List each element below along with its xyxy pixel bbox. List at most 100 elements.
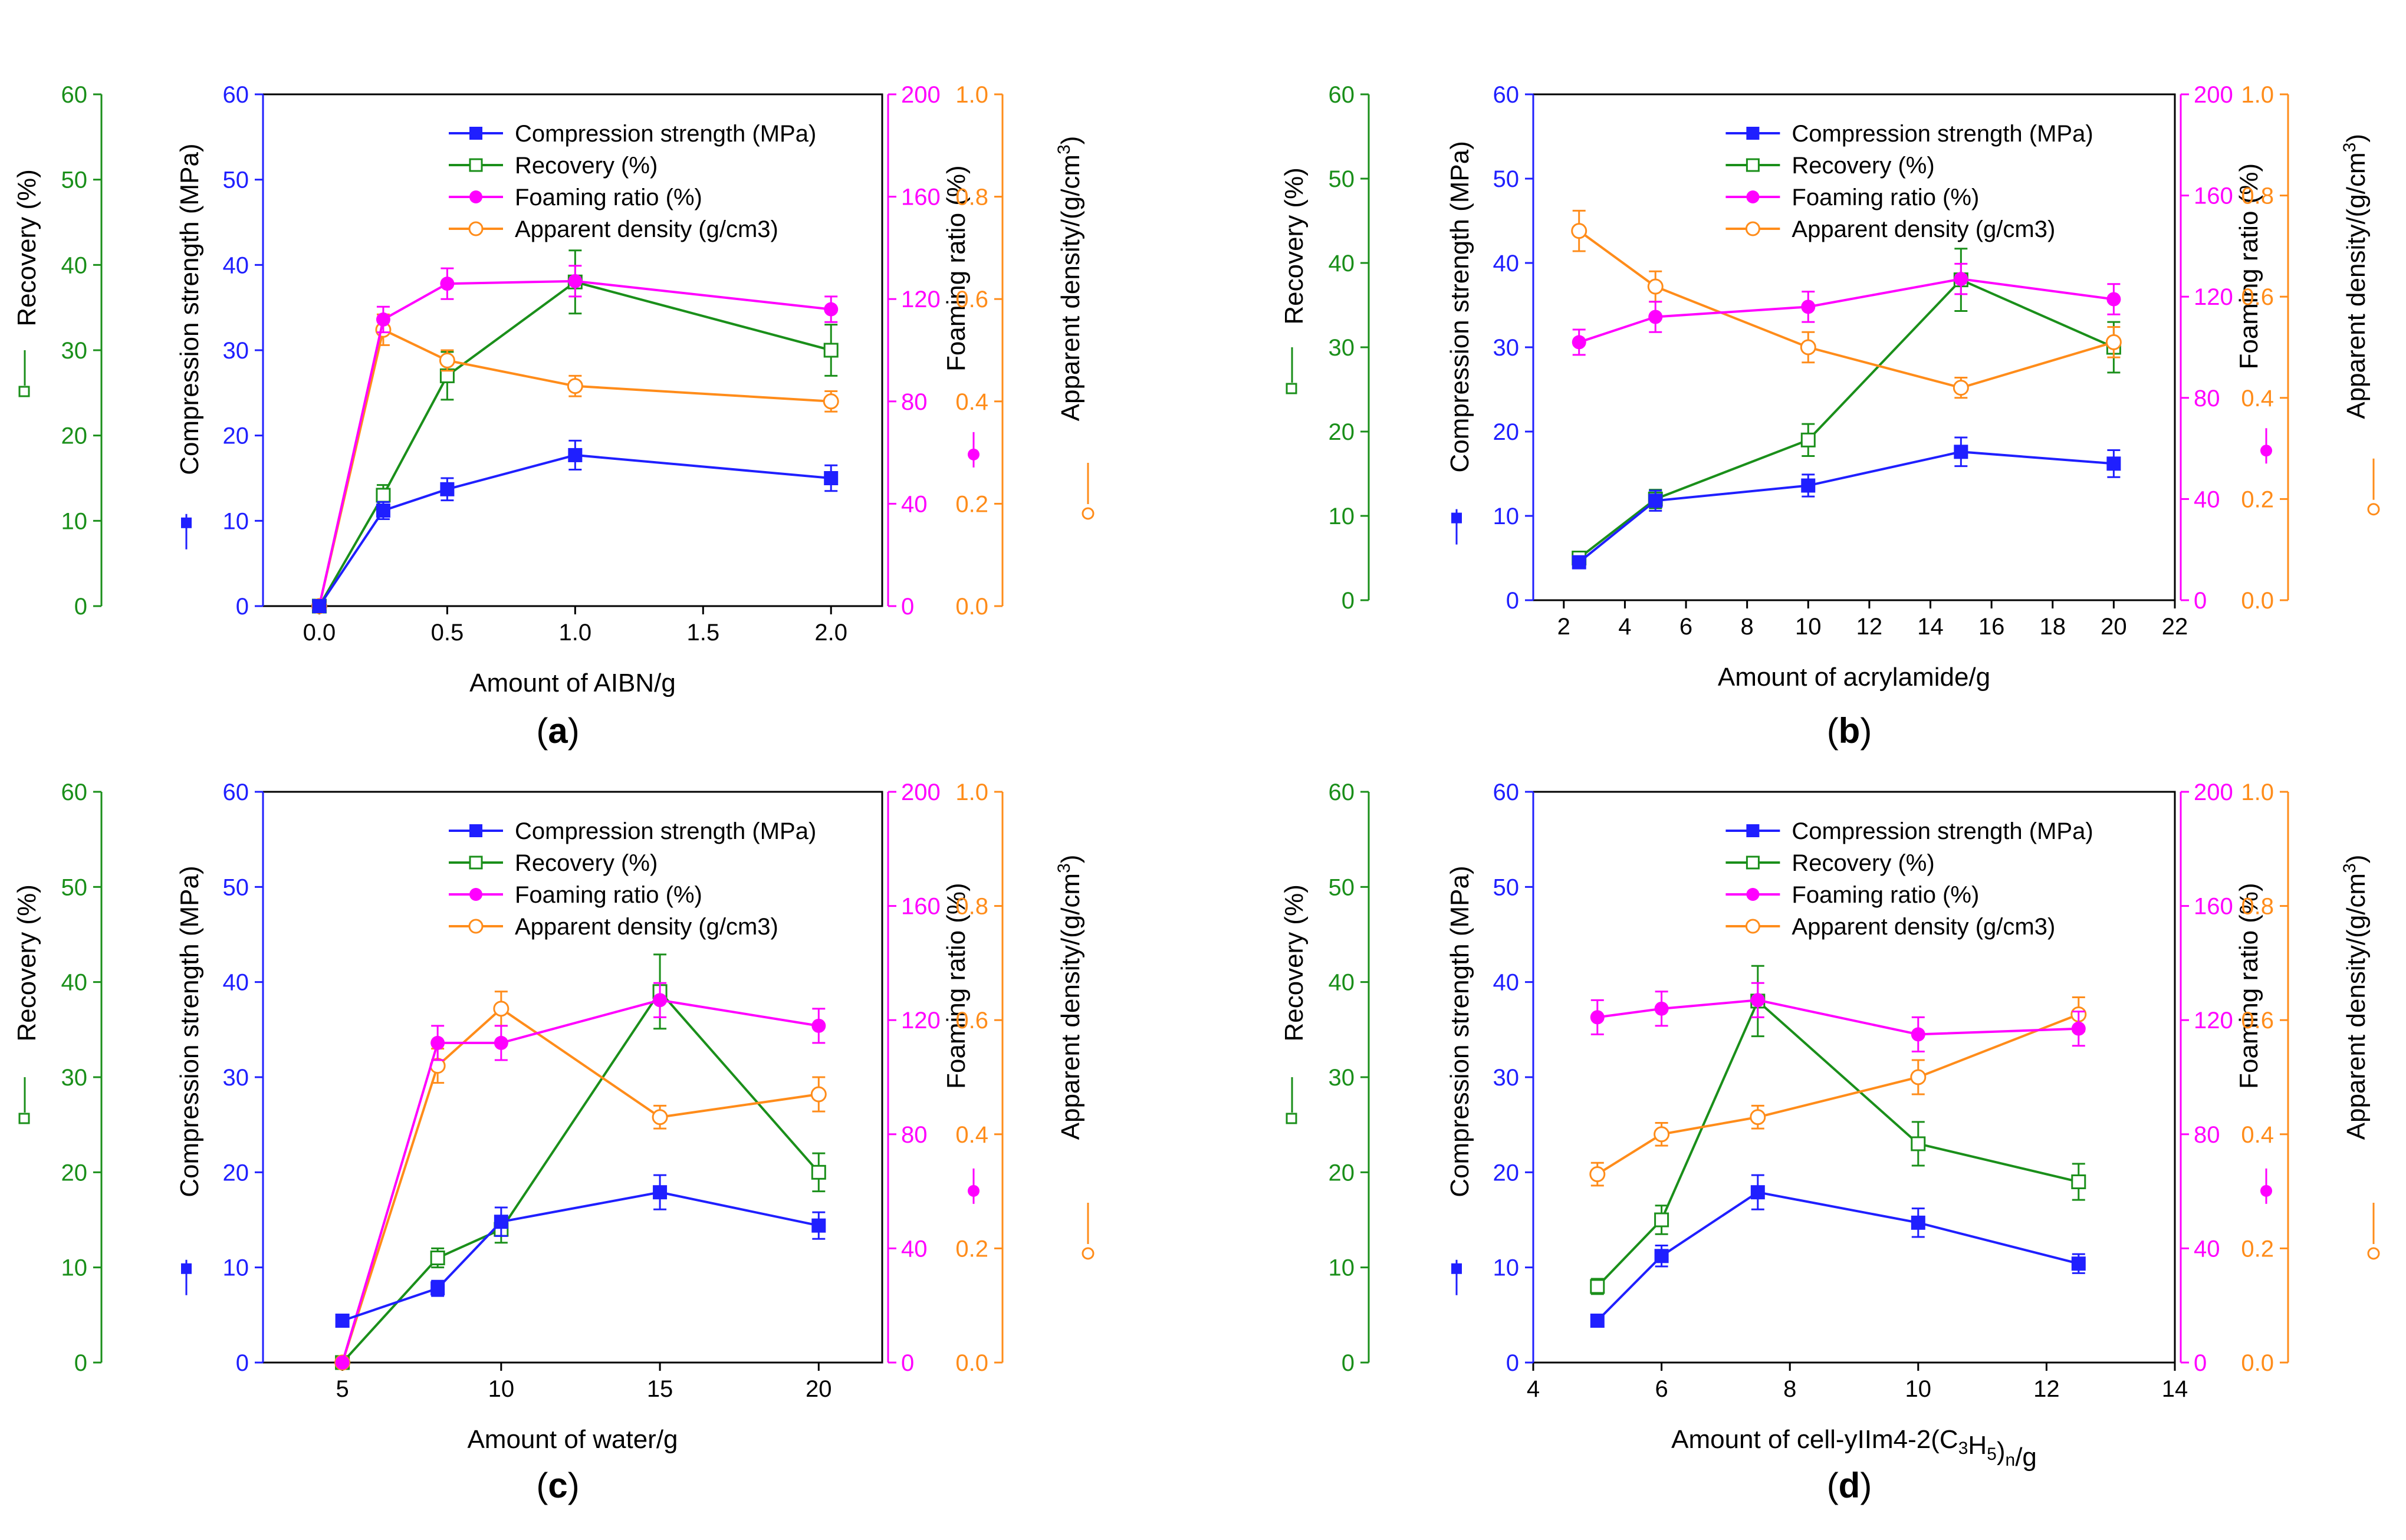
density-data-point bbox=[1800, 339, 1816, 356]
foaming-tick-label: 40 bbox=[901, 1236, 928, 1262]
compression-tick-label: 20 bbox=[223, 423, 249, 449]
x-tick-label: 2.0 bbox=[814, 620, 847, 646]
foaming-tick-label: 160 bbox=[901, 894, 941, 920]
compression-legend-marker bbox=[1451, 512, 1462, 524]
density-data-point bbox=[439, 352, 455, 368]
legend-marker bbox=[1746, 158, 1760, 172]
density-data-point bbox=[810, 1086, 827, 1103]
foaming-tick-label: 0 bbox=[901, 1350, 914, 1376]
density-axis-label-part: Apparent density/(g/cm bbox=[1056, 873, 1085, 1140]
foaming-tick-label: 200 bbox=[901, 82, 941, 108]
density-legend-marker bbox=[2367, 503, 2380, 516]
plot-area-frame bbox=[262, 791, 883, 1364]
foaming-tick-label: 200 bbox=[2194, 779, 2233, 805]
compression-data-point bbox=[312, 599, 327, 613]
recovery-data-point bbox=[1911, 1136, 1926, 1151]
compression-axis-label: Compression strength (MPa) bbox=[175, 143, 204, 475]
foaming-tick-label: 80 bbox=[901, 389, 928, 415]
recovery-tick-label: 50 bbox=[61, 167, 88, 193]
recovery-tick-label: 0 bbox=[1342, 1350, 1355, 1376]
recovery-tick-label: 40 bbox=[1329, 251, 1355, 277]
compression-tick-label: 40 bbox=[1493, 251, 1520, 277]
density-tick-label: 0.2 bbox=[955, 1236, 988, 1262]
legend-marker bbox=[1746, 888, 1760, 901]
density-tick-label: 1.0 bbox=[2241, 82, 2274, 108]
series-density bbox=[1589, 996, 2087, 1187]
recovery-axis-label: Recovery (%) bbox=[1280, 167, 1309, 325]
compression-tick-label: 10 bbox=[223, 1255, 249, 1281]
foaming-tick-label: 120 bbox=[2194, 284, 2233, 310]
density-axis-label-part: Apparent density/(g/cm bbox=[1056, 154, 1085, 421]
recovery-tick-label: 30 bbox=[1329, 335, 1355, 361]
legend-marker bbox=[1746, 190, 1760, 203]
x-tick-label: 15 bbox=[647, 1376, 673, 1402]
density-axis-label-superscript: 3 bbox=[2340, 863, 2359, 873]
density-tick-label: 0.6 bbox=[955, 287, 988, 312]
recovery-tick-label: 20 bbox=[1329, 419, 1355, 445]
recovery-tick-label: 30 bbox=[61, 1065, 88, 1091]
recovery-series-line bbox=[341, 989, 820, 1364]
density-axis-label-part: Apparent density/(g/cm bbox=[2342, 873, 2371, 1140]
density-data-point bbox=[1589, 1166, 1606, 1183]
recovery-tick-label: 40 bbox=[1329, 970, 1355, 996]
x-tick-label: 6 bbox=[1679, 614, 1692, 640]
panel-label: (a) bbox=[536, 711, 579, 751]
panel-label-letter: b bbox=[1839, 711, 1861, 751]
density-data-point bbox=[1750, 1109, 1766, 1126]
density-axis-label-part: ) bbox=[1056, 136, 1085, 145]
density-axis-label: Apparent density/(g/cm3) bbox=[1054, 136, 1085, 422]
legend-marker bbox=[469, 127, 482, 140]
compression-tick-label: 60 bbox=[1493, 779, 1520, 805]
compression-tick-label: 40 bbox=[1493, 970, 1520, 996]
legend-label: Foaming ratio (%) bbox=[515, 185, 702, 210]
legend-marker bbox=[469, 855, 483, 870]
x-tick-label: 18 bbox=[2040, 614, 2066, 640]
legend-marker bbox=[1745, 221, 1760, 236]
density-data-point bbox=[1654, 1126, 1670, 1143]
density-axis-label: Apparent density/(g/cm3) bbox=[2340, 134, 2371, 419]
compression-legend-marker bbox=[181, 1263, 192, 1274]
density-legend-marker bbox=[1082, 1247, 1094, 1260]
recovery-tick-label: 20 bbox=[61, 423, 88, 449]
density-tick-label: 0.2 bbox=[955, 491, 988, 517]
foaming-tick-label: 80 bbox=[2194, 386, 2220, 412]
legend-marker bbox=[469, 158, 483, 172]
density-axis-label-superscript: 3 bbox=[1054, 863, 1074, 873]
legend-label: Compression strength (MPa) bbox=[1792, 818, 2093, 844]
compression-tick-label: 10 bbox=[1493, 1255, 1520, 1281]
recovery-tick-label: 10 bbox=[1329, 504, 1355, 529]
foaming-data-point bbox=[440, 277, 455, 291]
chart-panel-2: 2 4 6 8 10 12 14 16 18 20 22 Amount of acrylamide/g… bbox=[1280, 82, 2380, 751]
density-data-point bbox=[567, 378, 583, 394]
foaming-tick-label: 80 bbox=[901, 1122, 928, 1148]
recovery-legend-marker bbox=[1286, 383, 1297, 394]
foaming-tick-label: 120 bbox=[901, 1008, 941, 1034]
x-tick-label: 16 bbox=[1978, 614, 2005, 640]
series-compression bbox=[1572, 436, 2121, 570]
recovery-tick-label: 20 bbox=[61, 1160, 88, 1186]
legend-marker bbox=[468, 221, 484, 236]
density-series-line bbox=[1596, 1013, 2079, 1176]
series-foaming bbox=[335, 982, 826, 1370]
compression-axis-label: Compression strength (MPa) bbox=[1445, 866, 1474, 1197]
compression-data-point bbox=[568, 447, 583, 462]
foaming-series-line bbox=[341, 999, 819, 1363]
density-axis-label: Apparent density/(g/cm3) bbox=[1054, 855, 1085, 1140]
compression-tick-label: 30 bbox=[1493, 1065, 1520, 1091]
legend-marker bbox=[468, 919, 484, 934]
density-tick-label: 0.6 bbox=[2241, 1008, 2274, 1034]
foaming-legend-marker bbox=[968, 448, 980, 460]
chart-legend: Compression strength (MPa) Recovery (%) Fo… bbox=[449, 818, 816, 940]
legend-marker bbox=[1746, 855, 1760, 870]
recovery-data-point bbox=[430, 1251, 445, 1266]
compression-data-point bbox=[1654, 1249, 1669, 1263]
density-data-point bbox=[1571, 223, 1587, 239]
recovery-data-point bbox=[1800, 432, 1816, 447]
recovery-tick-label: 60 bbox=[1329, 779, 1355, 805]
compression-tick-label: 10 bbox=[1493, 504, 1520, 529]
x-axis-label-subscript: 3 bbox=[1958, 1439, 1968, 1458]
compression-data-point bbox=[494, 1215, 508, 1229]
